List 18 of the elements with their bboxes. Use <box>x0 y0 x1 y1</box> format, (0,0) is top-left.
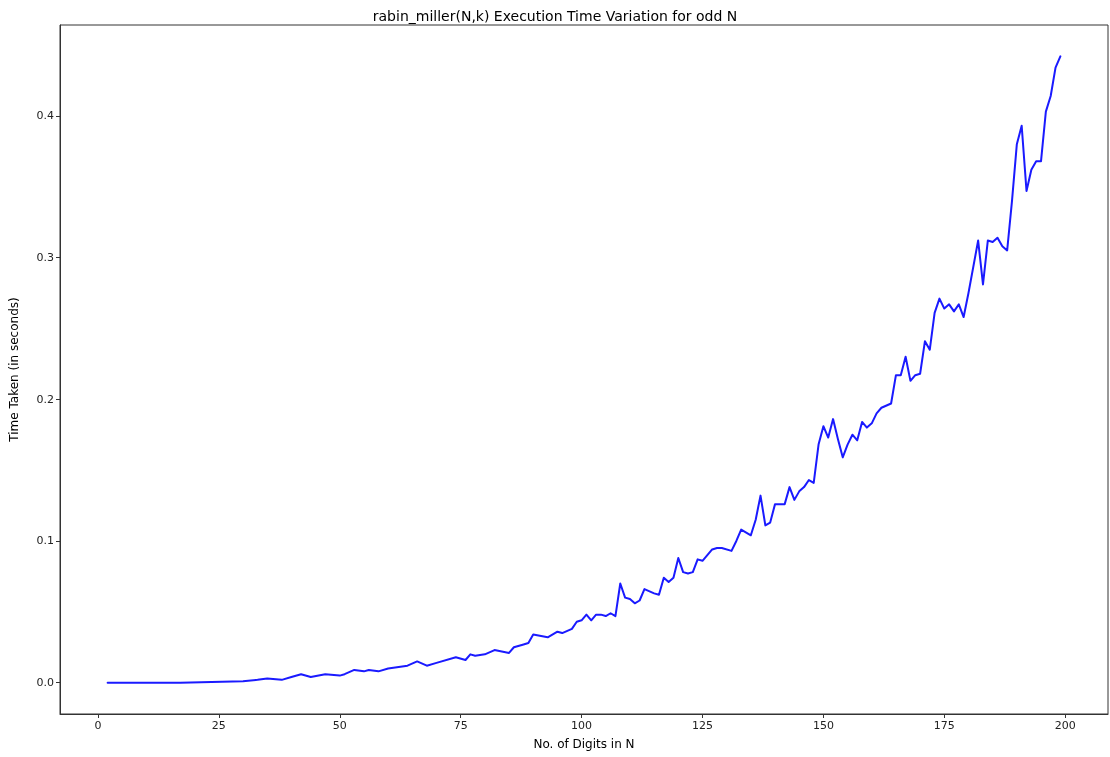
x-tick-label: 50 <box>332 719 347 732</box>
y-tick-label: 0.3 <box>36 251 54 265</box>
x-tick-label: 100 <box>571 719 593 732</box>
x-tick-label: 25 <box>211 719 226 732</box>
y-tick-label: 0.0 <box>36 676 54 690</box>
x-tick-label: 75 <box>453 719 468 732</box>
y-tick-label: 0.2 <box>36 392 54 406</box>
y-tick-label: 0.1 <box>36 534 54 548</box>
line-series <box>106 55 1062 684</box>
x-axis-title: No. of Digits in N <box>533 737 635 751</box>
x-tick-label: 200 <box>1054 719 1076 732</box>
y-axis-title: Time Taken (in seconds) <box>7 297 21 443</box>
chart-title: rabin_miller(N,k) Execution Time Variation for odd N <box>372 8 738 24</box>
x-tick-label: 150 <box>812 719 834 732</box>
y-tick-label: 0.4 <box>36 109 54 123</box>
x-tick-label: 125 <box>691 719 713 732</box>
x-tick-label: 0 <box>94 719 102 732</box>
x-tick-label: 175 <box>933 719 955 732</box>
